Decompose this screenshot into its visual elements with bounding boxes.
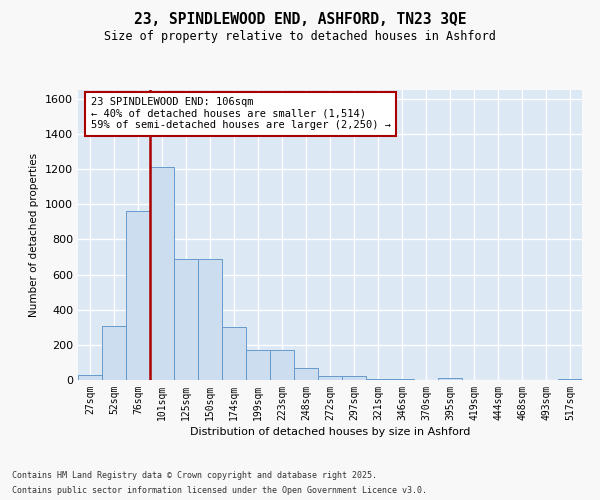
- Bar: [558, 379, 582, 380]
- Bar: [174, 258, 198, 380]
- Bar: [318, 376, 342, 380]
- Text: Size of property relative to detached houses in Ashford: Size of property relative to detached ho…: [104, 30, 496, 43]
- Text: 23, SPINDLEWOOD END, ASHFORD, TN23 3QE: 23, SPINDLEWOOD END, ASHFORD, TN23 3QE: [134, 12, 466, 28]
- Bar: [222, 328, 246, 380]
- Bar: [270, 350, 294, 380]
- Bar: [102, 326, 126, 380]
- Bar: [150, 168, 174, 380]
- Bar: [390, 379, 414, 380]
- Bar: [438, 378, 462, 380]
- X-axis label: Distribution of detached houses by size in Ashford: Distribution of detached houses by size …: [190, 427, 470, 437]
- Bar: [198, 258, 222, 380]
- Text: Contains public sector information licensed under the Open Government Licence v3: Contains public sector information licen…: [12, 486, 427, 495]
- Bar: [246, 350, 270, 380]
- Y-axis label: Number of detached properties: Number of detached properties: [29, 153, 40, 317]
- Bar: [366, 379, 390, 380]
- Bar: [294, 368, 318, 380]
- Text: 23 SPINDLEWOOD END: 106sqm
← 40% of detached houses are smaller (1,514)
59% of s: 23 SPINDLEWOOD END: 106sqm ← 40% of deta…: [91, 97, 391, 130]
- Text: Contains HM Land Registry data © Crown copyright and database right 2025.: Contains HM Land Registry data © Crown c…: [12, 471, 377, 480]
- Bar: [78, 374, 102, 380]
- Bar: [126, 212, 150, 380]
- Bar: [342, 376, 366, 380]
